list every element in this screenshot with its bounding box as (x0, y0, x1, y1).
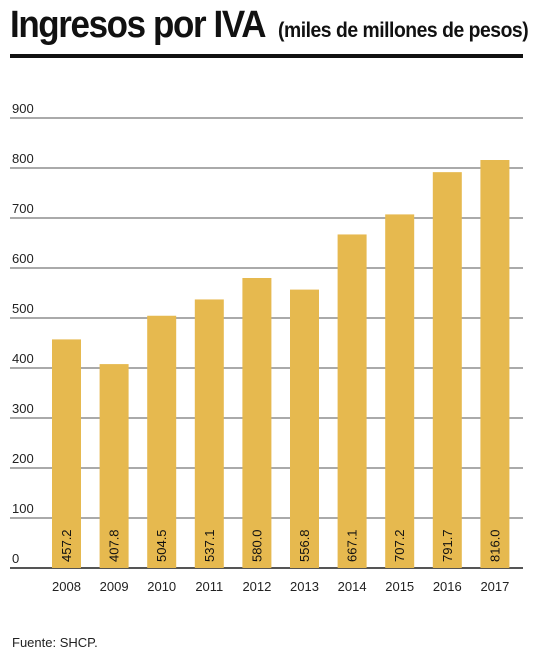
bar-2015 (385, 214, 415, 568)
bar-2016 (432, 172, 462, 568)
y-tick-label-600: 600 (12, 251, 34, 266)
x-tick-label-2012: 2012 (242, 579, 271, 594)
data-label-2012: 580.0 (249, 529, 264, 562)
data-label-2013: 556.8 (297, 529, 312, 562)
data-label-2009: 407.8 (107, 529, 122, 562)
data-label-2008: 457.2 (59, 529, 74, 562)
bars (52, 160, 510, 568)
data-label-2010: 504.5 (154, 529, 169, 562)
x-tick-labels: 2008 2009 2010 2011 2012 2013 2014 2015 2016 2017 (52, 579, 509, 594)
data-label-2014: 667.1 (345, 529, 360, 562)
x-tick-label-2017: 2017 (480, 579, 509, 594)
y-tick-label-200: 200 (12, 451, 34, 466)
y-tick-label-800: 800 (12, 151, 34, 166)
y-tick-label-0: 0 (12, 551, 19, 566)
bar-2014 (337, 234, 367, 568)
y-tick-label-500: 500 (12, 301, 34, 316)
data-labels: 457.2 407.8 504.5 537.1 580.0 556.8 667.1 707.2… (59, 529, 502, 562)
y-tick-label-300: 300 (12, 401, 34, 416)
bar-2008 (52, 339, 81, 568)
x-tick-label-2013: 2013 (290, 579, 319, 594)
y-tick-label-900: 900 (12, 101, 34, 116)
x-tick-label-2014: 2014 (338, 579, 367, 594)
data-label-2017: 816.0 (487, 529, 502, 562)
chart-title-block: Ingresos por IVA (miles de millones de p… (10, 4, 535, 47)
data-label-2015: 707.2 (392, 529, 407, 562)
bar-2012 (242, 278, 272, 568)
x-tick-label-2016: 2016 (433, 579, 462, 594)
bar-2013 (290, 289, 319, 568)
x-tick-label-2010: 2010 (147, 579, 176, 594)
chart-subtitle: (miles de millones de pesos) (277, 19, 529, 42)
bar-2017 (480, 160, 510, 568)
bar-chart: 0 100 200 300 400 500 600 700 800 900 2008 2009 201… (10, 101, 523, 594)
x-tick-label-2011: 2011 (195, 579, 223, 594)
title-underline (10, 54, 523, 58)
y-tick-labels: 0 100 200 300 400 500 600 700 800 900 (12, 101, 34, 566)
bar-2009 (99, 364, 129, 568)
data-label-2016: 791.7 (440, 529, 455, 562)
x-tick-label-2009: 2009 (100, 579, 129, 594)
y-tick-label-100: 100 (12, 501, 34, 516)
y-tick-label-700: 700 (12, 201, 34, 216)
chart-title: Ingresos por IVA (10, 4, 266, 46)
x-tick-label-2008: 2008 (52, 579, 81, 594)
data-label-2011: 537.1 (202, 529, 217, 562)
x-tick-label-2015: 2015 (385, 579, 414, 594)
bar-2010 (147, 315, 177, 568)
bar-2011 (194, 299, 224, 568)
y-tick-label-400: 400 (12, 351, 34, 366)
source-note: Fuente: SHCP. (12, 635, 98, 650)
